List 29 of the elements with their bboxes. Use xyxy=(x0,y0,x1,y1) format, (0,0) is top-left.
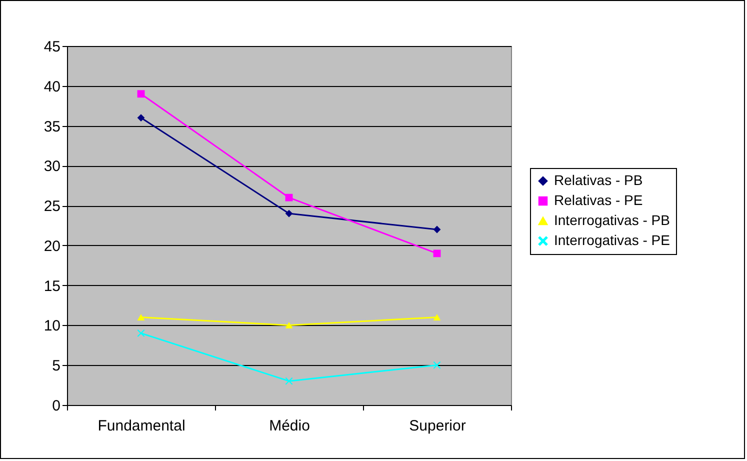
point xyxy=(433,361,441,369)
x-tick-label: Superior xyxy=(409,418,466,434)
y-tick-label: 20 xyxy=(44,238,60,255)
y-tick-label: 30 xyxy=(44,158,60,176)
legend-label: Interrogativas - PE xyxy=(554,232,670,248)
legend-label: Interrogativas - PB xyxy=(554,212,670,228)
point xyxy=(137,90,145,98)
point xyxy=(433,226,441,234)
y-tick-label: 35 xyxy=(44,118,60,136)
y-tick-label: 45 xyxy=(44,38,60,56)
y-tick-label: 5 xyxy=(52,358,60,375)
x-tick-label: Fundamental xyxy=(98,418,186,434)
point xyxy=(137,329,145,337)
y-tick-label: 25 xyxy=(44,198,60,216)
y-tick-label: 10 xyxy=(44,318,60,335)
point xyxy=(433,250,441,258)
legend-label: Relativas - PB xyxy=(554,172,643,188)
point xyxy=(285,210,293,218)
legend-label: Relativas - PE xyxy=(554,192,643,208)
point xyxy=(285,194,293,202)
point xyxy=(433,314,441,320)
point xyxy=(137,114,145,122)
point xyxy=(285,377,293,385)
point xyxy=(137,314,145,320)
point xyxy=(285,322,293,328)
y-tick-label: 15 xyxy=(44,278,60,295)
x-tick-label: Médio xyxy=(269,418,310,434)
y-tick-label: 40 xyxy=(44,78,60,96)
y-tick-label: 0 xyxy=(52,398,60,414)
